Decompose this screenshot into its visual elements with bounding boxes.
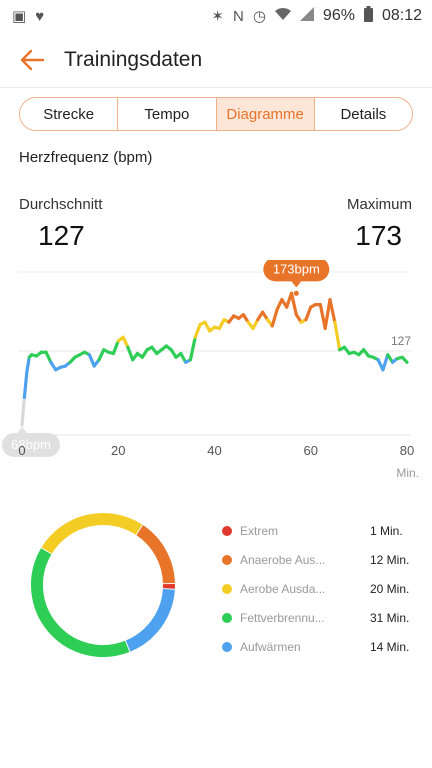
zone-donut-chart [31, 513, 175, 657]
heart-monitor-icon: ♥ [35, 7, 45, 25]
hr-line-segment [87, 353, 96, 368]
x-tick-label: 40 [207, 443, 221, 458]
legend-label: Extrem [240, 523, 279, 538]
donut-slice-4 [125, 588, 175, 652]
hr-line-segment [193, 323, 202, 339]
tab-strecke[interactable]: Strecke [20, 98, 119, 130]
legend-value: 31 Min. [370, 610, 410, 625]
zone-legend: Extrem 1 Min. Anaerobe Aus... 12 Min. Ae… [222, 516, 412, 661]
hr-line-segment [333, 320, 342, 352]
x-tick-label: 60 [304, 443, 318, 458]
legend-value: 20 Min. [370, 581, 410, 596]
min-badge-pointer [17, 426, 27, 433]
legend-value: 12 Min. [370, 552, 410, 567]
hr-line-segment [111, 339, 120, 356]
donut-slice-2 [41, 513, 143, 554]
heart-rate-chart: 127 173bpm 68bpm 0 20 40 60 80 Min. [0, 260, 432, 490]
battery-percent: 96% [322, 7, 355, 24]
legend-item-extreme: Extrem 1 Min. [222, 516, 412, 545]
max-badge-label: 173bpm [273, 261, 320, 276]
legend-value: 1 Min. [370, 523, 403, 538]
min-badge [2, 432, 60, 457]
legend-item-anaerobic: Anaerobe Aus... 12 Min. [222, 545, 412, 574]
bluetooth-icon: ✶ [211, 8, 224, 25]
legend-dot-warmup [222, 641, 232, 652]
hr-line-segment [22, 370, 29, 399]
legend-item-warmup: Aufwärmen 14 Min. [222, 632, 412, 661]
legend-dot-extreme [222, 525, 232, 536]
hr-line-segment [25, 355, 31, 374]
legend-label: Anaerobe Aus... [240, 552, 326, 567]
legend-label: Aufwärmen [240, 639, 301, 654]
image-icon: ▣ [12, 8, 27, 25]
heart-rate-title: Herzfrequenz (bpm) [19, 149, 153, 166]
hr-line-segment [20, 395, 27, 427]
hr-line-segment [400, 355, 409, 364]
page-title: Trainingsdaten [64, 47, 203, 71]
hr-line-segment [203, 320, 212, 333]
wifi-icon [274, 7, 291, 25]
donut-slice-3 [31, 548, 130, 657]
legend-dot-anaerobic [222, 554, 232, 565]
status-right: ✶ N ◷ 96% 08:12 [211, 6, 422, 26]
hr-line-segment [44, 350, 53, 364]
hr-line-segment [323, 297, 332, 331]
average-value: 127 [38, 220, 85, 251]
x-tick-label: 80 [400, 443, 414, 458]
battery-icon [363, 6, 373, 26]
tab-diagramme[interactable]: Diagramme [216, 98, 315, 130]
legend-label: Fettverbrennu... [240, 610, 325, 625]
maximum-value: 173 [355, 220, 402, 251]
legend-dot-aerobic [222, 583, 232, 594]
hr-line-segment [270, 308, 279, 328]
legend-dot-fatburn [222, 612, 232, 623]
hr-line-segment [381, 353, 390, 372]
x-tick-label: 0 [18, 443, 25, 458]
min-badge-label: 68bpm [11, 437, 51, 452]
hr-line-segment [188, 335, 197, 362]
donut-slice-1 [136, 525, 175, 584]
signal-icon [299, 7, 314, 25]
legend-value: 14 Min. [370, 639, 410, 654]
hr-line-segment [121, 335, 130, 349]
legend-label: Aerobe Ausda... [240, 581, 326, 596]
hr-line-segment [251, 318, 260, 331]
average-label: Durchschnitt [19, 196, 103, 213]
app-bar: Trainingsdaten [0, 32, 432, 88]
hr-line-segment [126, 345, 135, 362]
hr-line-segment [179, 351, 188, 364]
hr-line-segment [289, 291, 298, 317]
maximum-label: Maximum [346, 196, 412, 213]
max-badge [263, 260, 330, 282]
average-line-label: 127 [391, 334, 411, 348]
tab-tempo[interactable]: Tempo [118, 98, 217, 130]
tab-details[interactable]: Details [340, 105, 387, 123]
hr-line-segment [97, 348, 106, 362]
nfc-icon: N [232, 7, 244, 25]
tab-bar: Strecke Tempo Diagramme Details [19, 97, 413, 131]
hr-line-segment [304, 305, 313, 322]
status-bar: ▣ ♥ ✶ N ◷ 96% 08:12 [0, 0, 432, 32]
status-left: ▣ ♥ [12, 7, 45, 26]
max-badge-pointer [291, 281, 302, 288]
legend-item-fatburn: Fettverbrennu... 31 Min. [222, 603, 412, 632]
status-time: 08:12 [381, 7, 422, 24]
hr-line-segment [217, 318, 226, 331]
legend-item-aerobic: Aerobe Ausda... 20 Min. [222, 574, 412, 603]
max-point [293, 290, 299, 296]
x-unit-label: Min. [396, 466, 419, 480]
alarm-icon: ◷ [252, 8, 266, 25]
back-arrow-icon[interactable] [0, 32, 64, 88]
hr-line-segment [328, 297, 337, 324]
x-tick-label: 20 [111, 443, 125, 458]
